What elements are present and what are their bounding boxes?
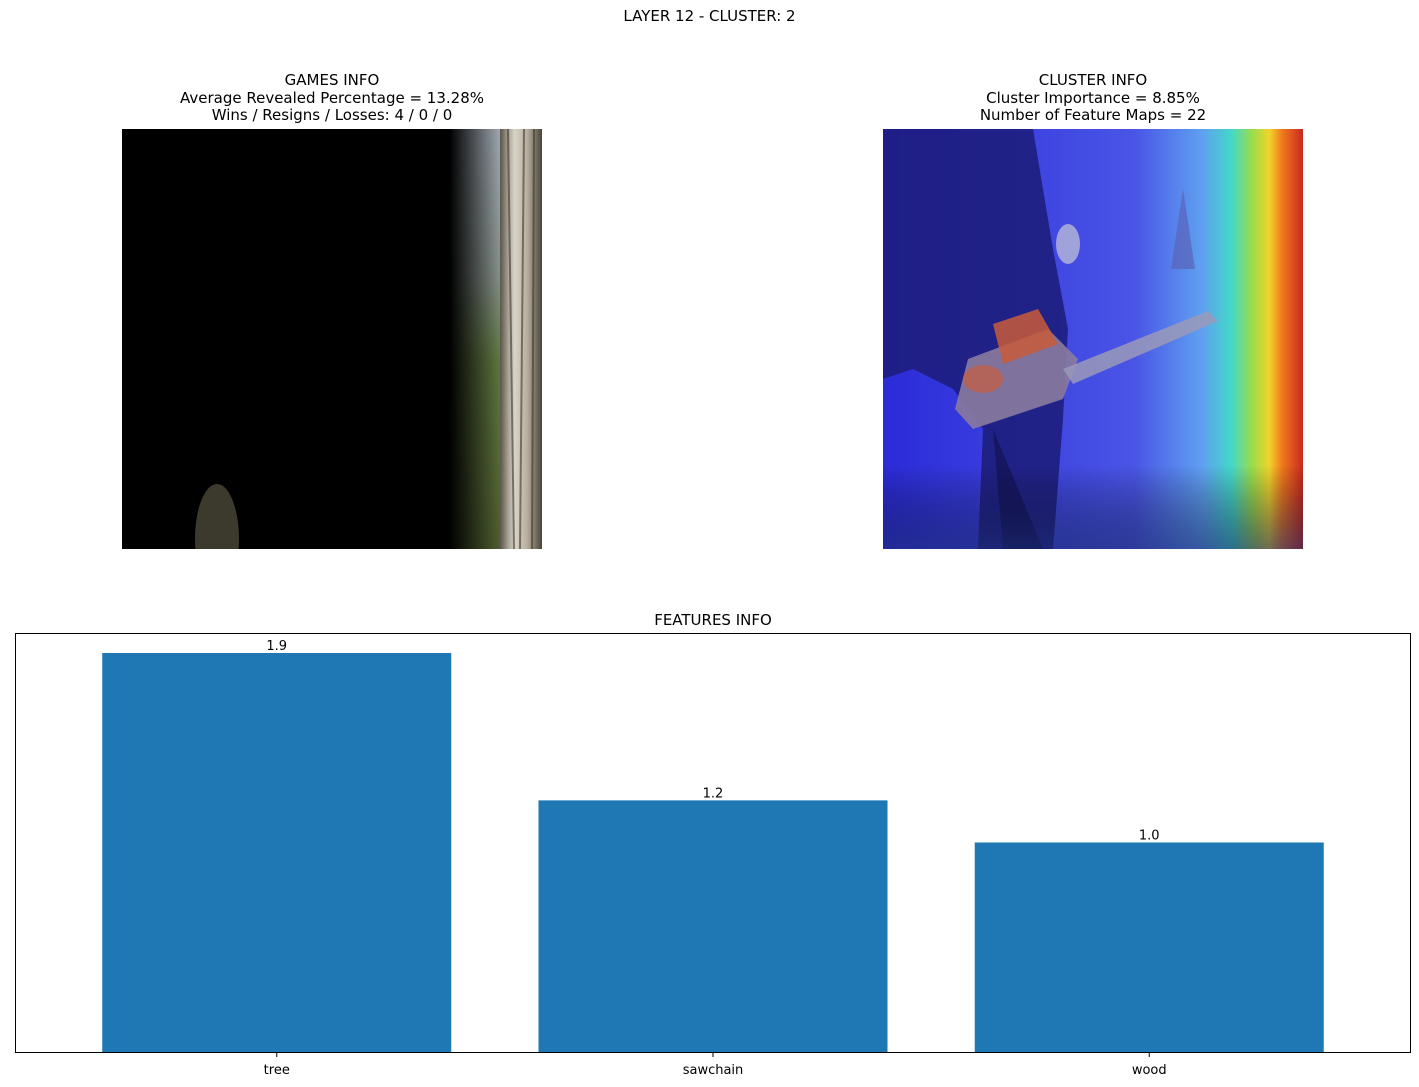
games-info-title: GAMES INFO Average Revealed Percentage =… <box>122 71 542 125</box>
x-axis-ticks: tree sawchain wood <box>264 1053 1167 1078</box>
x-tick-label: sawchain <box>683 1063 744 1078</box>
revealed-image <box>122 129 542 549</box>
figure-suptitle: LAYER 12 - CLUSTER: 2 <box>623 7 796 25</box>
cluster-heatmap-image <box>883 129 1303 549</box>
bars-layer: 1.9 1.2 1.0 <box>102 639 1324 1053</box>
cluster-info-title: CLUSTER INFO Cluster Importance = 8.85% … <box>883 71 1303 125</box>
x-tick-label: tree <box>264 1063 290 1078</box>
wins-resigns-losses: Wins / Resigns / Losses: 4 / 0 / 0 <box>211 106 453 124</box>
axes-frame <box>15 633 1411 1053</box>
chart-title: FEATURES INFO <box>654 611 772 629</box>
bar-wood <box>974 842 1324 1053</box>
bar-sawchain <box>538 800 888 1053</box>
games-info-heading: GAMES INFO <box>284 71 380 89</box>
cluster-importance: Cluster Importance = 8.85% <box>986 88 1200 107</box>
feature-map-count: Number of Feature Maps = 22 <box>979 106 1207 124</box>
bar-value-label: 1.9 <box>266 639 287 654</box>
average-revealed-percentage: Average Revealed Percentage = 13.28% <box>179 88 484 107</box>
cluster-info-heading: CLUSTER INFO <box>1038 71 1148 89</box>
bar-value-label: 1.0 <box>1139 828 1160 843</box>
bar-value-label: 1.2 <box>703 786 724 801</box>
bar-tree <box>102 653 452 1053</box>
x-tick-label: wood <box>1132 1063 1167 1078</box>
